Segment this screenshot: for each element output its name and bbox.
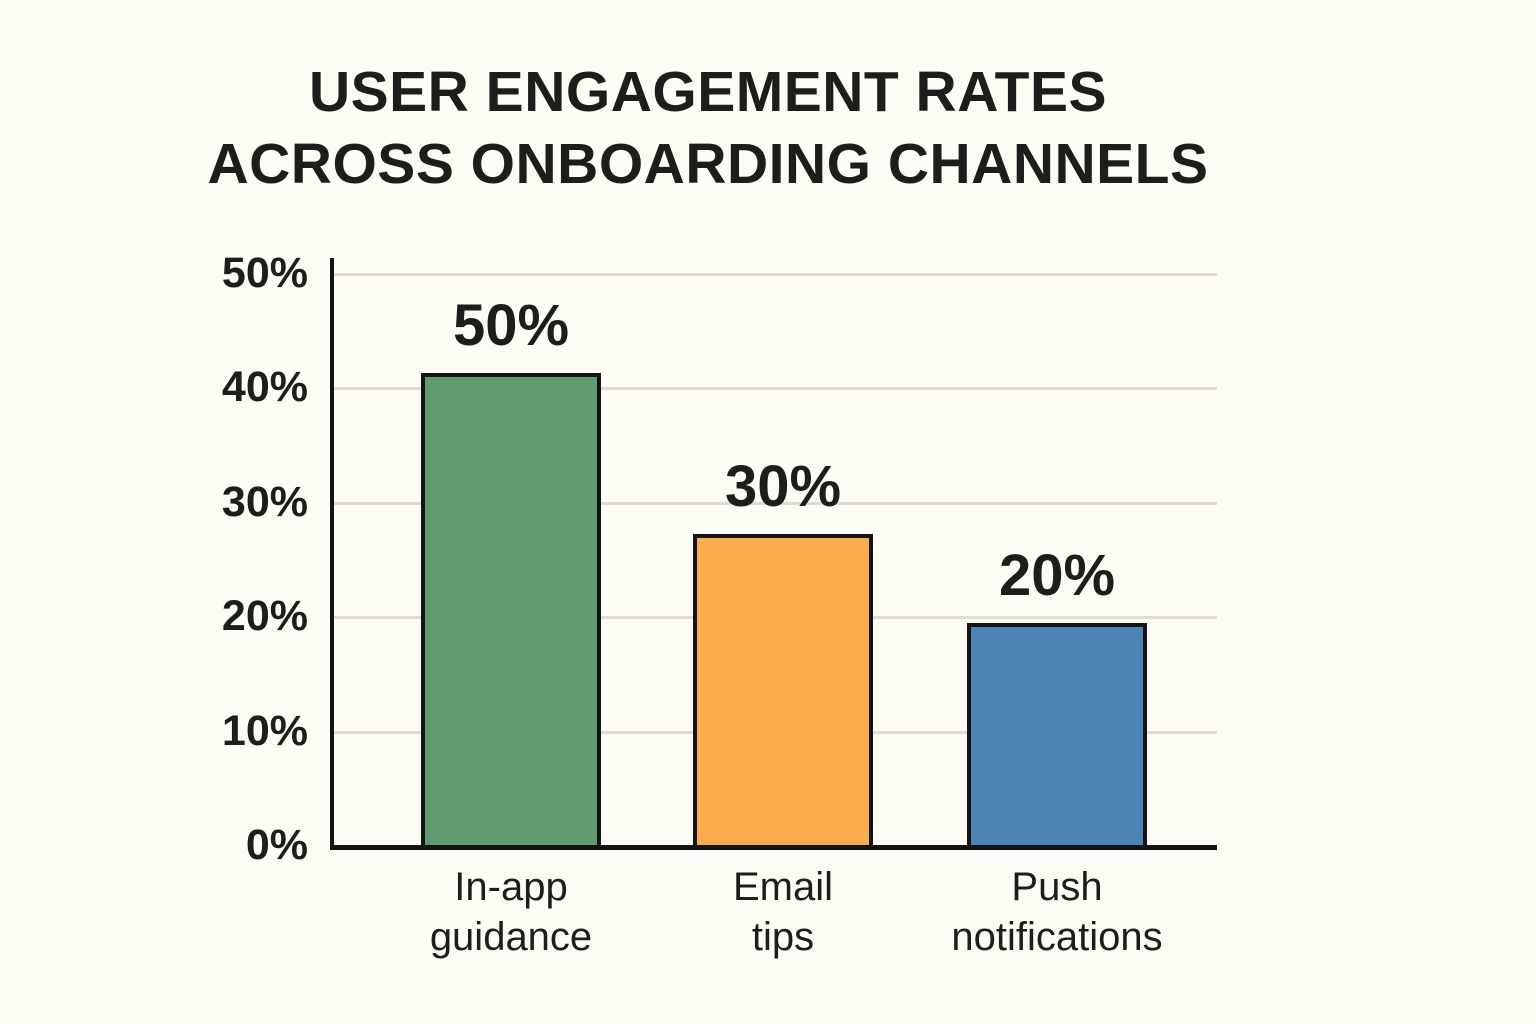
x-axis-label-line2: notifications bbox=[951, 915, 1163, 959]
x-axis-label-email-tips: Email tips bbox=[583, 862, 983, 962]
bar-email-tips bbox=[693, 534, 873, 845]
x-axis-label-line1: In-app bbox=[454, 865, 568, 909]
x-axis-label-push-notifications: Push notifications bbox=[857, 862, 1257, 962]
plot-area: 50% 30% 20% bbox=[330, 258, 1217, 850]
chart-title-line2: ACROSS ONBOARDING CHANNELS bbox=[207, 132, 1209, 196]
x-axis-label-line2: guidance bbox=[429, 915, 593, 959]
gridline-50 bbox=[334, 273, 1217, 276]
x-axis-label-line2: tips bbox=[751, 915, 815, 959]
bar-value-label-in-app-guidance: 50% bbox=[452, 293, 570, 358]
y-axis-tick-30: 30% bbox=[221, 478, 308, 526]
gridline-40 bbox=[334, 387, 1217, 390]
y-axis-tick-50: 50% bbox=[221, 249, 308, 297]
y-axis-tick-10: 10% bbox=[221, 707, 308, 755]
bar-push-notifications bbox=[967, 623, 1147, 845]
bar-value-label-push-notifications: 20% bbox=[998, 543, 1116, 608]
x-axis-label-line1: Push bbox=[1011, 865, 1103, 909]
y-axis-tick-0: 0% bbox=[245, 821, 308, 869]
y-axis-tick-40: 40% bbox=[221, 363, 308, 411]
x-axis-label-line1: Email bbox=[732, 865, 834, 909]
bar-value-label-email-tips: 30% bbox=[724, 454, 842, 519]
y-axis-tick-20: 20% bbox=[221, 592, 308, 640]
bar-in-app-guidance bbox=[421, 373, 601, 845]
gridline-30 bbox=[334, 502, 1217, 505]
x-axis-label-in-app-guidance: In-app guidance bbox=[311, 862, 711, 962]
chart-title-line1: USER ENGAGEMENT RATES bbox=[308, 60, 1107, 124]
chart-title: USER ENGAGEMENT RATES ACROSS ONBOARDING … bbox=[0, 56, 1416, 200]
